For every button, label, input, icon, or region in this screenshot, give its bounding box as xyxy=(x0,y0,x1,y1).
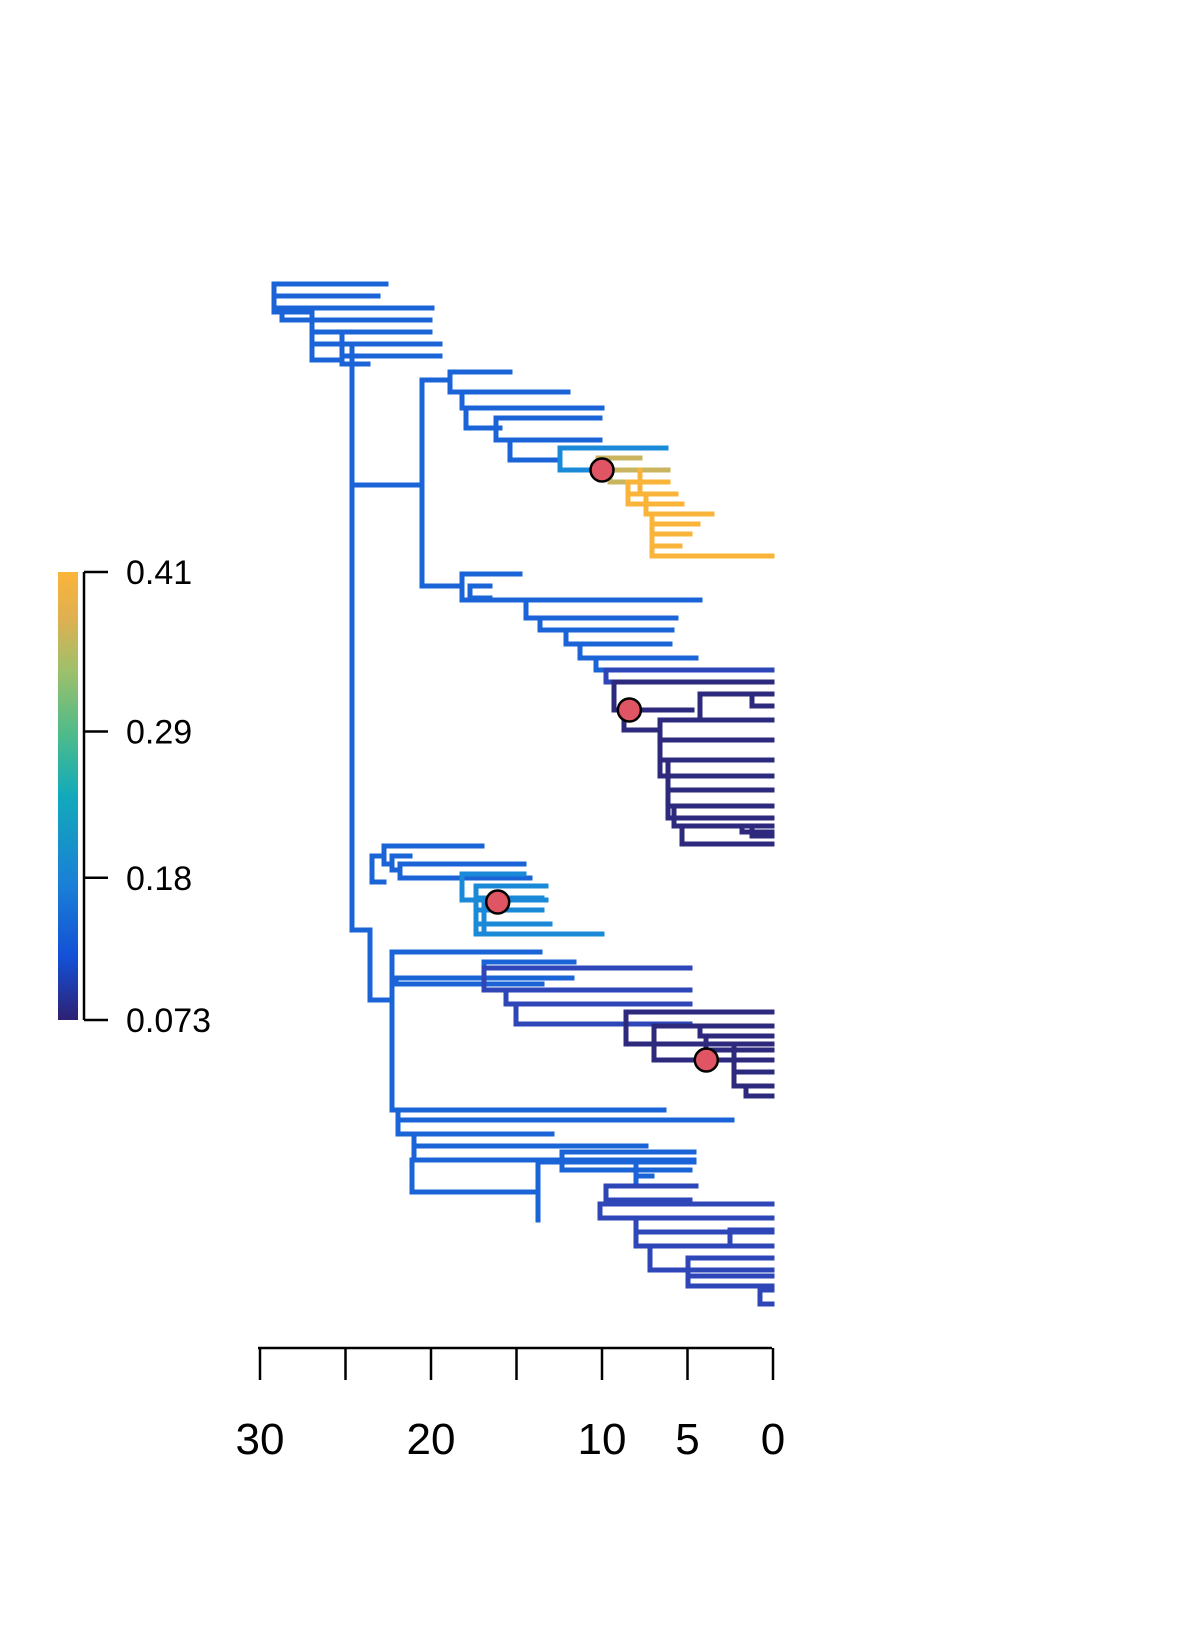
tree-branch xyxy=(271,281,315,315)
rate-shift-marker xyxy=(589,457,615,483)
time-axis: 30 20 10 5 0 xyxy=(236,1346,785,1464)
tree-branch xyxy=(309,309,345,363)
rate-legend: 0.41 0.29 0.18 0.073 xyxy=(58,554,211,1040)
phylogenetic-tree xyxy=(271,281,775,1307)
legend-tick-label: 0.18 xyxy=(126,860,192,898)
rate-shift-marker xyxy=(693,1047,720,1073)
legend-tick-label: 0.29 xyxy=(126,714,192,752)
rate-shift-markers xyxy=(484,457,720,1073)
time-axis-tick-label: 20 xyxy=(407,1415,456,1464)
time-axis-tick-label: 10 xyxy=(578,1415,627,1464)
tree-branch xyxy=(349,927,373,1003)
rate-shift-marker xyxy=(616,697,643,723)
time-axis-tick-label: 30 xyxy=(236,1415,285,1464)
legend-ticks: 0.41 0.29 0.18 0.073 xyxy=(84,554,211,1040)
legend-color-bar xyxy=(58,572,78,1020)
legend-tick-label: 0.073 xyxy=(126,1002,211,1040)
time-axis-tick-label: 5 xyxy=(675,1415,699,1464)
tree-branch xyxy=(557,445,601,473)
rate-shift-marker xyxy=(484,889,511,915)
time-axis-ticks: 30 20 10 5 0 xyxy=(236,1348,785,1464)
legend-tick-label: 0.41 xyxy=(126,554,192,592)
time-axis-tick-label: 0 xyxy=(761,1415,785,1464)
